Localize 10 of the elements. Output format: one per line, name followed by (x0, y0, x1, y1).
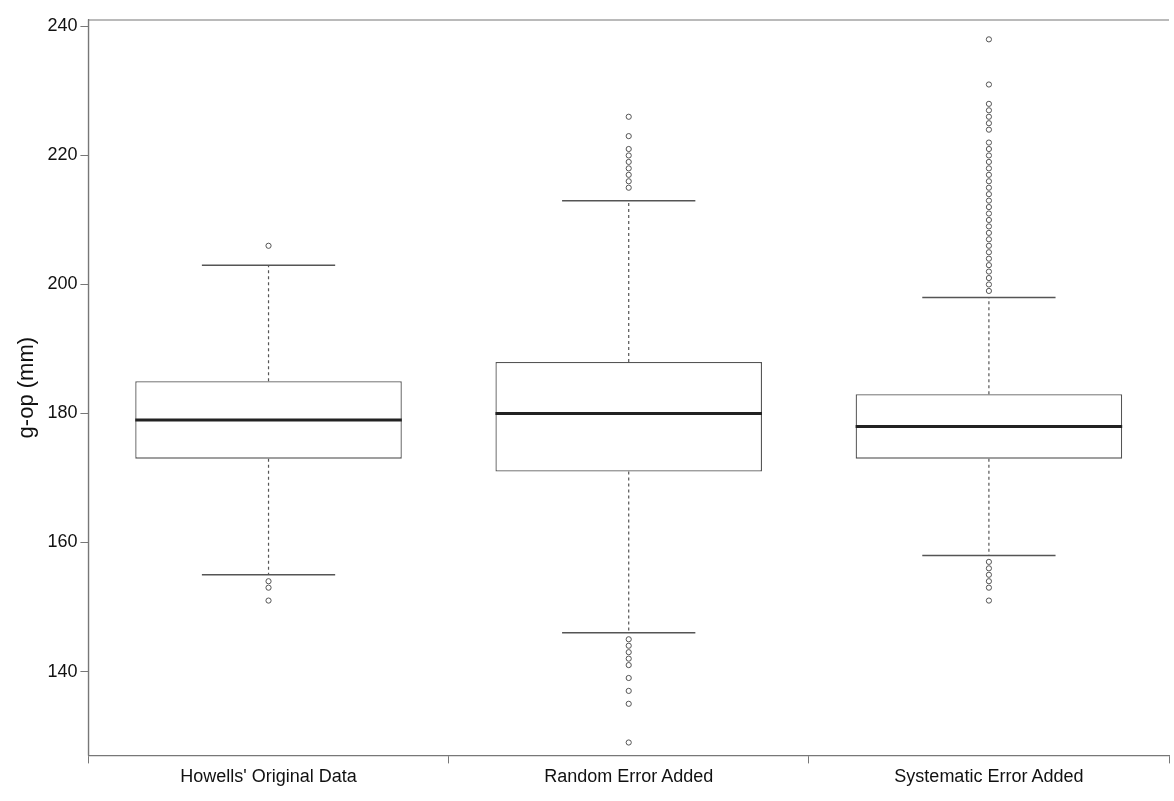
x-tick-label: Random Error Added (544, 766, 714, 787)
y-tick-label: 240 (47, 15, 78, 36)
x-tick-label: Systematic Error Added (894, 766, 1084, 787)
y-tick-label: 140 (47, 660, 78, 681)
y-tick-label: 160 (47, 531, 78, 552)
y-tick-label: 180 (47, 402, 78, 423)
y-tick-label: 220 (47, 144, 78, 165)
y-tick-label: 200 (47, 273, 78, 294)
x-tick-label: Howells' Original Data (180, 766, 358, 787)
y-axis-title: g-op (mm) (13, 336, 39, 439)
